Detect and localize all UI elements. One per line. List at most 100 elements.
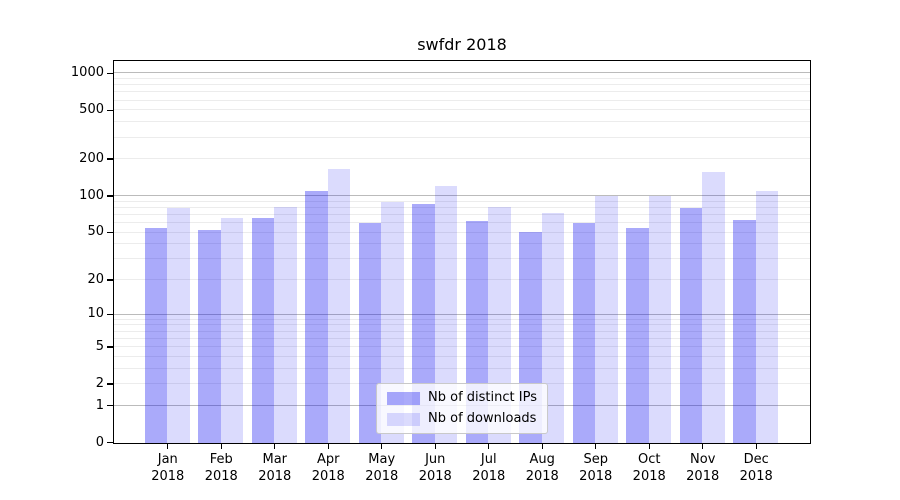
x-tick-mark [755, 444, 757, 449]
x-tick-label-sep: Sep 2018 [579, 452, 613, 484]
bar-downloads-may [381, 202, 404, 443]
y-tick-label-2: 2 [95, 375, 104, 391]
legend-item-downloads: Nb of downloads [387, 411, 537, 427]
minor-gridline [114, 200, 810, 202]
y-tick-mark [107, 404, 113, 407]
bar-distinct-ips-dec [733, 219, 756, 443]
y-tick-mark [107, 195, 113, 197]
x-tick-label-nov: Nov 2018 [686, 452, 720, 484]
x-tick-label-aug: Aug 2018 [525, 452, 559, 484]
x-tick-label-feb: Feb 2018 [204, 452, 238, 484]
x-tick-mark [648, 444, 650, 449]
minor-gridline [114, 99, 810, 101]
y-tick-label-100: 100 [79, 187, 104, 203]
x-tick-mark [274, 444, 276, 449]
minor-gridline [114, 109, 810, 111]
bar-distinct-ips-apr [305, 191, 328, 443]
legend-item-distinct-ips: Nb of distinct IPs [387, 390, 537, 406]
minor-gridline [114, 206, 810, 208]
y-tick-mark [107, 442, 113, 444]
y-tick-mark [107, 109, 113, 111]
x-tick-label-jun: Jun 2018 [418, 452, 452, 484]
minor-gridline [114, 330, 810, 332]
bar-downloads-dec [755, 190, 779, 443]
x-tick-label-jan: Jan 2018 [151, 452, 185, 484]
bar-distinct-ips-mar [251, 218, 275, 443]
minor-gridline [114, 91, 810, 93]
y-tick-mark [107, 279, 113, 281]
legend-swatch-downloads-icon [387, 412, 421, 426]
bar-downloads-apr [327, 169, 351, 443]
x-tick-label-dec: Dec 2018 [739, 452, 773, 484]
y-tick-label-5: 5 [95, 338, 104, 354]
x-tick-mark [541, 444, 543, 449]
x-tick-mark [220, 444, 222, 449]
x-tick-mark [702, 444, 704, 449]
minor-gridline [114, 231, 810, 233]
major-gridline [114, 313, 810, 315]
bar-downloads-jun [434, 186, 458, 443]
legend-label-distinct-ips: Nb of distinct IPs [428, 390, 537, 405]
x-tick-label-jul: Jul 2018 [472, 452, 506, 484]
legend: Nb of distinct IPs Nb of downloads [376, 383, 548, 434]
minor-gridline [114, 84, 810, 86]
y-tick-label-0: 0 [95, 434, 104, 450]
minor-gridline [114, 121, 810, 123]
y-tick-label-1: 1 [95, 397, 104, 413]
minor-gridline [114, 324, 810, 326]
minor-gridline [114, 158, 810, 160]
y-tick-mark [107, 313, 113, 316]
minor-gridline [114, 337, 810, 339]
bar-downloads-jan [167, 208, 190, 443]
x-tick-label-oct: Oct 2018 [632, 452, 666, 484]
x-tick-label-may: May 2018 [365, 452, 399, 484]
x-tick-mark [327, 444, 329, 449]
y-tick-label-500: 500 [79, 102, 104, 118]
y-tick-label-10: 10 [87, 306, 104, 322]
x-tick-label-apr: Apr 2018 [311, 452, 345, 484]
minor-gridline [114, 346, 810, 348]
bar-downloads-feb [220, 218, 244, 443]
bar-distinct-ips-feb [198, 229, 221, 443]
chart-title: swfdr 2018 [417, 35, 507, 54]
bar-distinct-ips-may [358, 223, 382, 443]
bar-distinct-ips-sep [572, 223, 596, 443]
minor-gridline [114, 222, 810, 224]
minor-gridline [114, 243, 810, 245]
y-tick-mark [107, 346, 113, 348]
bar-downloads-sep [595, 196, 618, 443]
y-tick-label-200: 200 [79, 151, 104, 167]
minor-gridline [114, 355, 810, 357]
x-tick-mark [381, 444, 383, 449]
x-tick-label-mar: Mar 2018 [258, 452, 292, 484]
minor-gridline [114, 78, 810, 80]
y-tick-mark [107, 231, 113, 234]
y-tick-mark [107, 158, 113, 160]
minor-gridline [114, 367, 810, 369]
y-tick-mark [107, 383, 113, 385]
major-gridline [114, 72, 810, 74]
x-tick-mark [167, 444, 169, 449]
minor-gridline [114, 136, 810, 138]
y-tick-label-20: 20 [87, 271, 104, 287]
x-tick-mark [595, 444, 597, 449]
bar-distinct-ips-oct [626, 227, 649, 443]
plot-area: Nb of distinct IPs Nb of downloads [113, 60, 811, 444]
minor-gridline [114, 318, 810, 320]
major-gridline [114, 195, 810, 197]
bar-distinct-ips-nov [679, 208, 703, 443]
minor-gridline [114, 258, 810, 260]
bar-downloads-oct [648, 196, 672, 443]
y-tick-label-50: 50 [87, 224, 104, 240]
bar-distinct-ips-jan [144, 227, 168, 443]
bar-downloads-nov [702, 171, 725, 443]
minor-gridline [114, 279, 810, 281]
x-tick-mark [488, 444, 490, 449]
legend-swatch-distinct-ips-icon [387, 391, 421, 405]
y-tick-mark [107, 72, 113, 74]
y-tick-label-1000: 1000 [70, 65, 104, 81]
bar-downloads-mar [274, 207, 297, 443]
x-tick-mark [434, 444, 436, 449]
minor-gridline [114, 213, 810, 215]
